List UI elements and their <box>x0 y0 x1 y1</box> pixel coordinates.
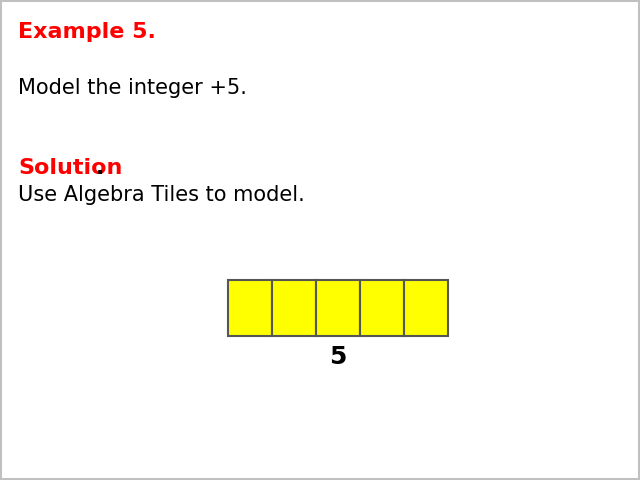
Bar <box>404 280 448 336</box>
Bar <box>228 280 272 336</box>
Text: .: . <box>96 158 104 178</box>
Bar <box>316 280 360 336</box>
Text: Use Algebra Tiles to model.: Use Algebra Tiles to model. <box>18 185 305 205</box>
Bar <box>272 280 316 336</box>
Text: Model the integer +5.: Model the integer +5. <box>18 78 247 98</box>
Text: Example 5.: Example 5. <box>18 22 156 42</box>
Text: 5: 5 <box>330 345 347 369</box>
Bar <box>360 280 404 336</box>
Text: Solution: Solution <box>18 158 122 178</box>
